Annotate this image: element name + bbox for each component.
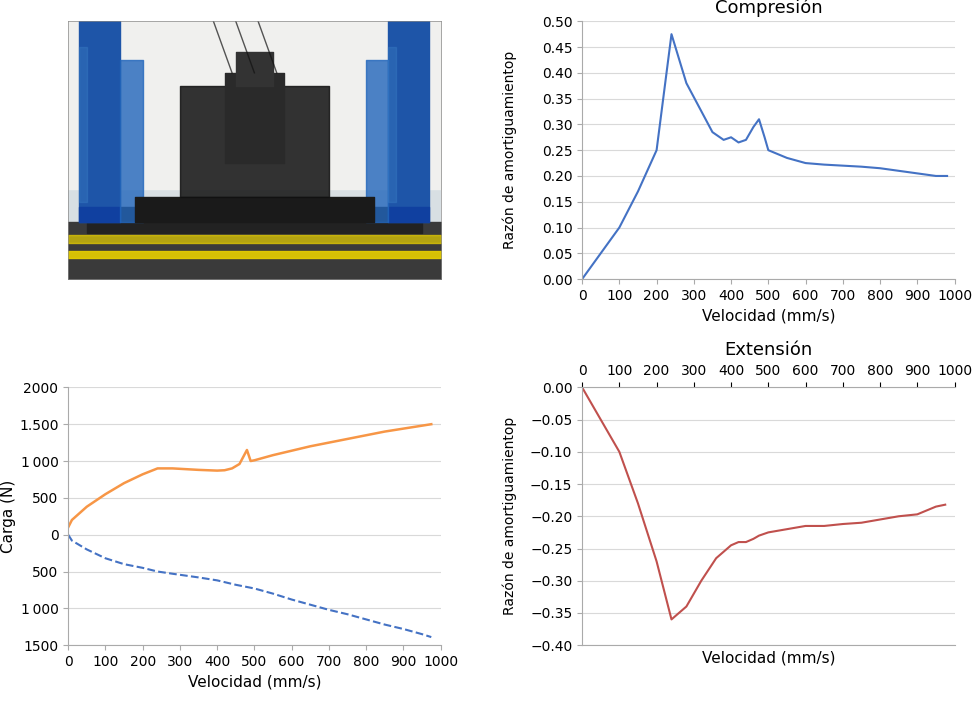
X-axis label: Velocidad (mm/s): Velocidad (mm/s) bbox=[701, 308, 835, 323]
Y-axis label: Carga (N): Carga (N) bbox=[1, 480, 16, 553]
Title: Extensión: Extensión bbox=[725, 341, 812, 359]
X-axis label: Velocidad (mm/s): Velocidad (mm/s) bbox=[701, 651, 835, 666]
Y-axis label: Razón de amortiguamientop: Razón de amortiguamientop bbox=[503, 51, 517, 250]
Y-axis label: Razón de amortiguamientop: Razón de amortiguamientop bbox=[503, 417, 517, 615]
Title: Compresión: Compresión bbox=[715, 0, 822, 17]
X-axis label: Velocidad (mm/s): Velocidad (mm/s) bbox=[188, 674, 321, 689]
